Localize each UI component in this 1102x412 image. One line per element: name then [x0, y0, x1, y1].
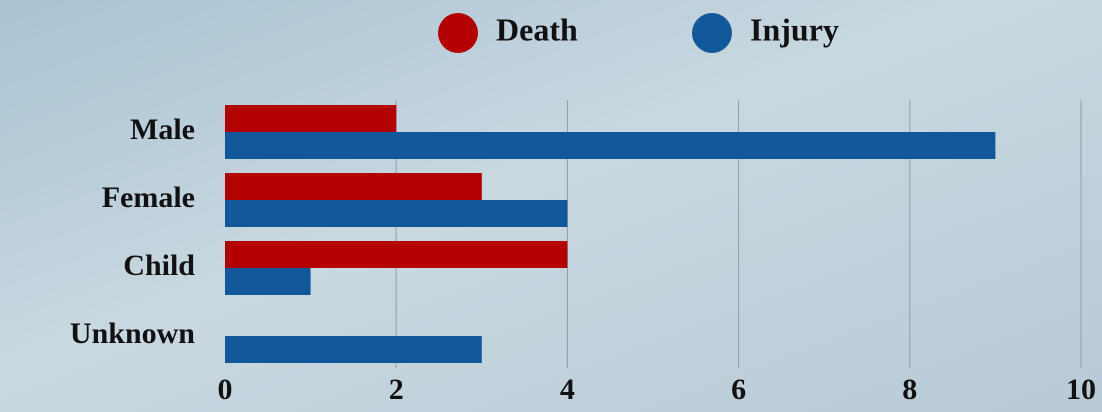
x-tick-label: 4	[560, 373, 575, 406]
y-tick-label: Child	[123, 249, 195, 282]
legend-label: Injury	[750, 11, 839, 47]
x-tick-label: 10	[1066, 373, 1096, 406]
x-tick-label: 0	[218, 373, 233, 406]
bar	[225, 268, 311, 295]
legend-swatch	[692, 13, 732, 53]
bar	[225, 200, 568, 227]
x-tick-label: 6	[731, 373, 746, 406]
x-tick-label: 2	[389, 373, 404, 406]
bar	[225, 132, 996, 159]
y-tick-label: Unknown	[70, 317, 195, 350]
y-tick-label: Male	[130, 113, 195, 146]
y-tick-label: Female	[102, 181, 195, 214]
x-tick-label: 8	[902, 373, 917, 406]
bar	[225, 241, 568, 268]
legend-label: Death	[496, 11, 578, 47]
bar	[225, 105, 397, 132]
legend-swatch	[438, 13, 478, 53]
bar	[225, 173, 482, 200]
bar	[225, 336, 482, 363]
